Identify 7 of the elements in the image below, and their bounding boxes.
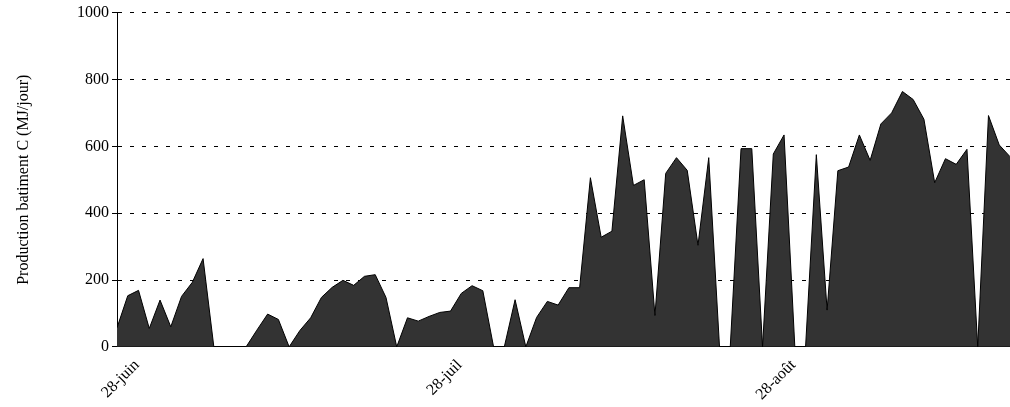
y-tick-label: 600	[85, 136, 109, 154]
y-tick-label: 0	[101, 337, 109, 355]
y-tick-label: 800	[85, 69, 109, 87]
y-axis-title: Production batiment C (MJ/jour)	[13, 74, 32, 285]
y-tick-label: 200	[85, 270, 109, 288]
y-tick-label: 400	[85, 203, 109, 221]
y-tick-label: 1000	[77, 2, 109, 20]
